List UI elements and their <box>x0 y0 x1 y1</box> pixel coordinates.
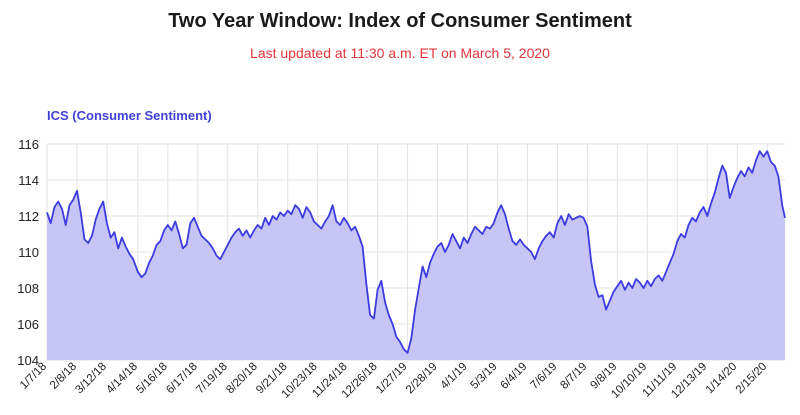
y-tick-label: 104 <box>17 353 39 368</box>
series-label: ICS (Consumer Sentiment) <box>47 108 212 123</box>
y-tick-label: 116 <box>18 137 39 152</box>
y-tick-label: 110 <box>18 245 39 260</box>
x-tick-label: 8/20/18 <box>224 361 260 397</box>
chart-title: Two Year Window: Index of Consumer Senti… <box>168 10 632 32</box>
x-tick-label: 5/16/18 <box>134 361 170 397</box>
y-tick-label: 112 <box>18 209 39 224</box>
x-tick-label: 2/15/20 <box>734 361 770 397</box>
last-updated-note: Last updated at 11:30 a.m. ET on March 5… <box>250 45 550 61</box>
series-line <box>46 150 786 354</box>
y-tick-label: 108 <box>17 281 39 296</box>
x-tick-label: 1/14/20 <box>704 361 740 397</box>
x-tick-label: 4/14/18 <box>104 361 140 397</box>
x-tick-label: 4/1/19 <box>439 361 470 392</box>
x-tick-label: 8/7/19 <box>558 361 589 392</box>
x-tick-label: 5/3/19 <box>468 361 499 392</box>
x-tick-label: 7/6/19 <box>528 361 559 392</box>
x-tick-label: 3/12/18 <box>73 361 109 397</box>
x-tick-label: 1/27/19 <box>374 361 410 397</box>
y-tick-label: 114 <box>18 173 39 188</box>
x-tick-label: 6/17/18 <box>164 361 200 397</box>
series-area <box>47 151 785 360</box>
x-tick-label: 6/4/19 <box>498 361 529 392</box>
x-axis: 1/7/182/8/183/12/184/14/185/16/186/17/18… <box>18 361 769 401</box>
x-tick-label: 7/19/18 <box>194 361 230 397</box>
y-tick-label: 106 <box>17 317 39 332</box>
x-tick-label: 2/28/19 <box>404 361 440 397</box>
y-axis: 104 106 108 110 112 114 116 <box>17 137 39 368</box>
